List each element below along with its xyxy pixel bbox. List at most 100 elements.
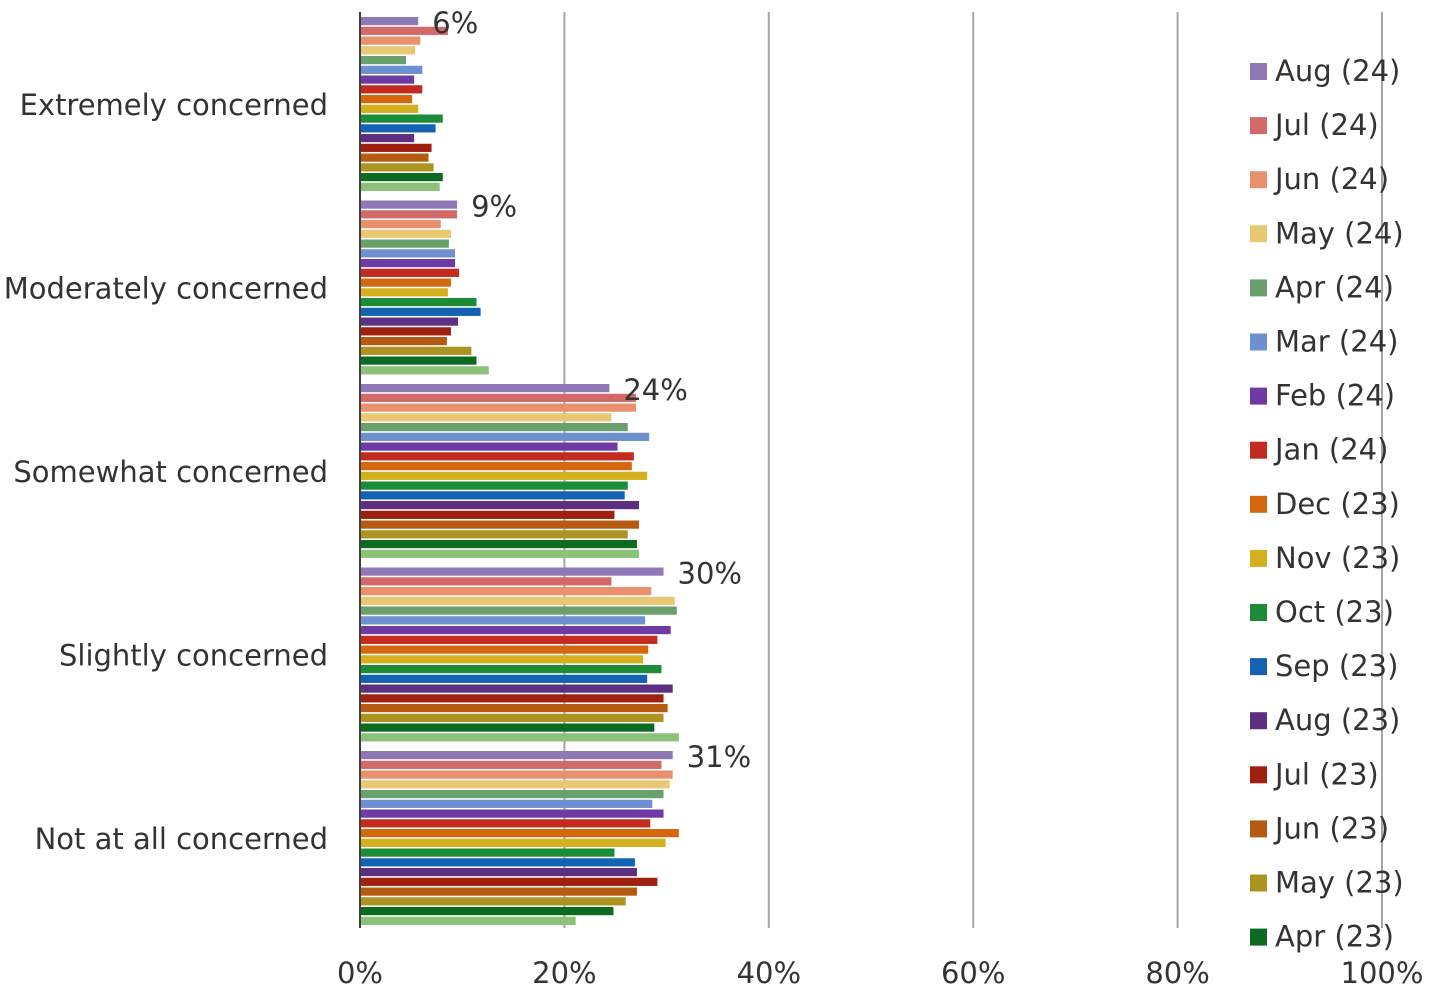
- bar: [360, 510, 615, 519]
- bar: [360, 587, 652, 596]
- bars: [360, 17, 679, 925]
- bar: [360, 829, 679, 838]
- bar: [360, 210, 458, 219]
- category-labels: Extremely concerned Moderately concerned S…: [4, 88, 328, 856]
- legend-label: Jul (24): [1273, 108, 1379, 142]
- bar: [360, 694, 664, 703]
- bar: [360, 626, 671, 635]
- x-tick-label: 0%: [337, 956, 383, 988]
- bar: [360, 501, 640, 510]
- legend-label: Jul (23): [1273, 757, 1379, 791]
- bar: [360, 540, 637, 549]
- category-label: Somewhat concerned: [13, 455, 328, 489]
- data-label: 24%: [623, 373, 687, 407]
- legend-swatch: [1250, 549, 1267, 567]
- legend: Aug (24) Jul (24) Jun (24) May (24) Apr (24)…: [1250, 54, 1404, 954]
- bar: [360, 635, 658, 644]
- bar: [360, 723, 655, 732]
- bar: [360, 684, 673, 693]
- category-label: Moderately concerned: [4, 271, 328, 305]
- bar: [360, 848, 615, 857]
- x-tick-label: 80%: [1145, 956, 1209, 988]
- bar: [360, 713, 664, 722]
- bar: [360, 442, 618, 451]
- legend-label: Aug (23): [1275, 703, 1400, 737]
- legend-swatch: [1250, 279, 1267, 297]
- bar: [360, 307, 481, 316]
- bar: [360, 770, 673, 779]
- bar: [360, 278, 451, 287]
- bar: [360, 65, 423, 74]
- legend-label: Oct (23): [1275, 595, 1394, 629]
- bar: [360, 877, 658, 886]
- legend-swatch: [1250, 225, 1267, 243]
- bar: [360, 790, 664, 799]
- legend-label: Jun (23): [1273, 811, 1389, 845]
- bar: [360, 577, 612, 586]
- bar: [360, 868, 637, 877]
- bar: [360, 163, 434, 172]
- bar: [360, 259, 456, 268]
- bar: [360, 655, 644, 664]
- bar: [360, 733, 679, 742]
- bar: [360, 143, 432, 152]
- bar: [360, 897, 626, 906]
- bar: [360, 317, 459, 326]
- bar: [360, 452, 634, 461]
- legend-swatch: [1250, 117, 1267, 135]
- bar: [360, 809, 664, 818]
- legend-swatch: [1250, 874, 1267, 892]
- bar: [360, 838, 666, 847]
- bar: [360, 616, 646, 625]
- bar: [360, 403, 636, 412]
- bar: [360, 346, 472, 355]
- bar: [360, 288, 448, 297]
- legend-swatch: [1250, 171, 1267, 189]
- bar: [360, 413, 612, 422]
- bar: [360, 229, 451, 238]
- legend-label: Mar (24): [1275, 325, 1398, 359]
- bar: [360, 645, 649, 654]
- bar: [360, 173, 443, 182]
- legend-label: Nov (23): [1275, 541, 1400, 575]
- legend-label: Jun (24): [1273, 162, 1389, 196]
- bar: [360, 393, 636, 402]
- legend-swatch: [1250, 604, 1267, 621]
- bar: [360, 858, 635, 867]
- data-label: 6%: [432, 6, 478, 40]
- legend-label: Dec (23): [1275, 487, 1400, 521]
- bar: [360, 462, 632, 471]
- data-label: 30%: [678, 557, 742, 591]
- bar: [360, 704, 668, 713]
- bar: [360, 674, 648, 683]
- bar: [360, 85, 423, 94]
- bar: [360, 665, 662, 674]
- bar: [360, 567, 664, 576]
- bar: [360, 530, 628, 539]
- bar: [360, 606, 677, 615]
- data-label: 9%: [471, 190, 517, 224]
- bar: [360, 471, 648, 480]
- legend-label: Apr (24): [1275, 270, 1394, 304]
- bar: [360, 134, 415, 143]
- legend-swatch: [1250, 658, 1267, 676]
- bar: [360, 46, 416, 55]
- bar: [360, 423, 628, 432]
- bar: [360, 596, 675, 605]
- x-tick-label: 20%: [532, 956, 596, 988]
- bar: [360, 799, 653, 808]
- bar: [360, 432, 650, 441]
- bar: [360, 337, 447, 346]
- legend-swatch: [1250, 712, 1267, 730]
- bar: [360, 114, 443, 123]
- bar: [360, 268, 460, 277]
- category-label: Slightly concerned: [59, 638, 328, 672]
- legend-swatch: [1250, 333, 1267, 351]
- bar: [360, 549, 640, 558]
- gridlines: [563, 12, 1383, 928]
- legend-swatch: [1250, 387, 1267, 405]
- bar: [360, 56, 406, 65]
- bar: [360, 916, 576, 925]
